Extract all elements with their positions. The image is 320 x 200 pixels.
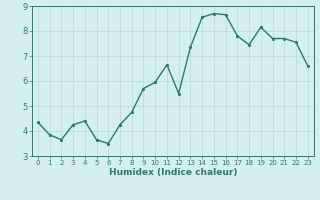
X-axis label: Humidex (Indice chaleur): Humidex (Indice chaleur) <box>108 168 237 177</box>
